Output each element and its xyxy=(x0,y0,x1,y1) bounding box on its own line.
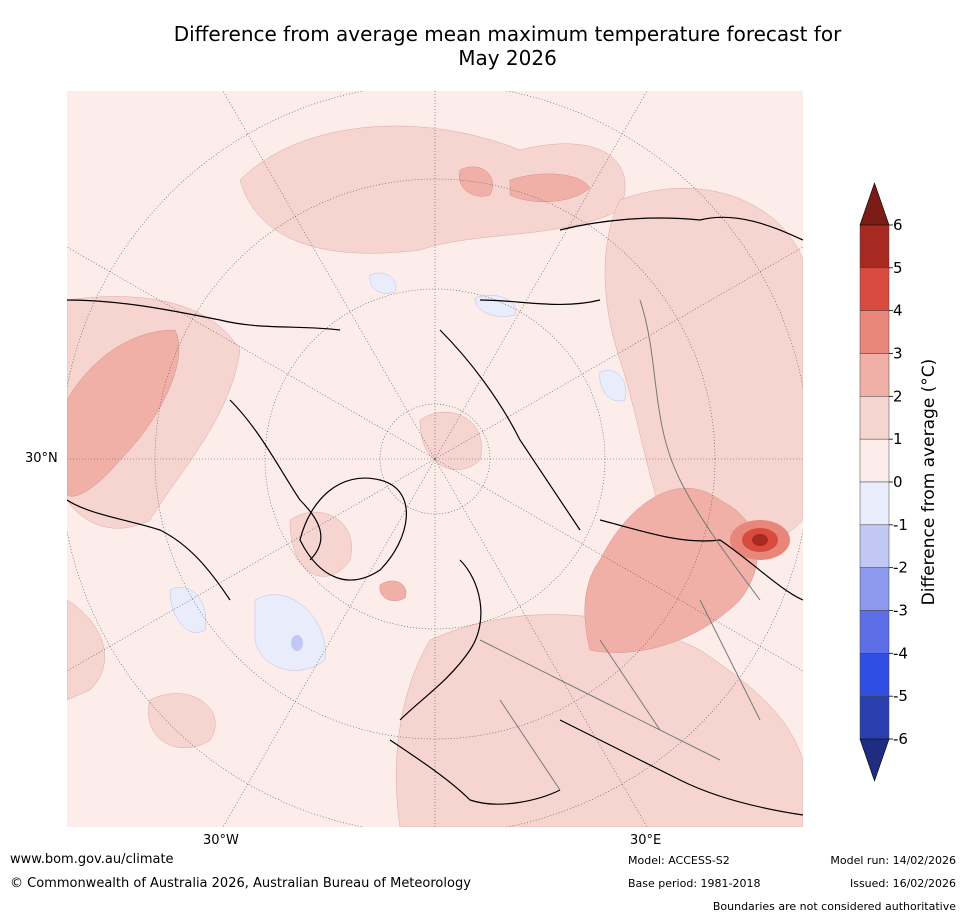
colorbar-bin xyxy=(859,310,890,354)
colorbar-tick-label: -2 xyxy=(893,559,908,577)
colorbar-tick-label: 3 xyxy=(893,345,903,363)
coastlines xyxy=(67,216,803,816)
colorbar-bin xyxy=(859,267,890,311)
colorbar-tick-label: 2 xyxy=(893,387,903,405)
lon-label-30e: 30°E xyxy=(630,833,662,848)
anomaly-hotspot xyxy=(730,520,790,560)
footer-url[interactable]: www.bom.gov.au/climate xyxy=(10,852,174,867)
colorbar-tick-label: -1 xyxy=(893,516,908,534)
colorbar-label: Difference from average (°C) xyxy=(919,359,939,606)
footer-copyright: © Commonwealth of Australia 2026, Austra… xyxy=(10,876,471,891)
colorbar-tick-label: -5 xyxy=(893,687,908,705)
colorbar-bin xyxy=(859,610,890,654)
colorbar-bin xyxy=(859,524,890,568)
colorbar-tick-label: 0 xyxy=(893,473,903,491)
colorbar-bin xyxy=(859,653,890,697)
colorbar-bin xyxy=(859,396,890,440)
footer-base-period: Base period: 1981-2018 xyxy=(628,877,761,890)
colorbar-bin xyxy=(859,438,890,483)
colorbar-extend-max xyxy=(859,182,890,226)
country-borders xyxy=(479,299,761,791)
lat-label-30n: 30°N xyxy=(25,451,58,466)
cool-spot xyxy=(291,635,303,651)
colorbar-tick-label: -6 xyxy=(893,730,908,748)
footer-issued: Issued: 16/02/2026 xyxy=(849,877,956,890)
graticule xyxy=(67,91,803,827)
colorbar-bin xyxy=(859,224,890,269)
chart-title-line2: May 2026 xyxy=(458,46,557,70)
colorbar-tick-label: 5 xyxy=(893,259,903,277)
footer-disclaimer: Boundaries are not considered authoritat… xyxy=(712,900,956,913)
colorbar-bin xyxy=(859,695,890,740)
colorbar-bin xyxy=(859,481,890,526)
colorbar-extend-min xyxy=(859,738,890,782)
colorbar-bins xyxy=(859,224,890,740)
lon-label-30w: 30°W xyxy=(203,833,239,848)
anomaly-cool-regions xyxy=(169,272,627,671)
colorbar-tick-label: 6 xyxy=(893,216,903,234)
chart-title: Difference from average mean maximum tem… xyxy=(173,22,842,46)
colorbar-bin xyxy=(859,567,890,611)
colorbar-tick-label: -4 xyxy=(893,644,908,662)
colorbar-tick-label: 4 xyxy=(893,302,903,320)
colorbar-ticks: 6 5 4 3 2 1 0 -1 -2 -3 -4 -5 -6 xyxy=(889,216,908,748)
colorbar-tick-label: -3 xyxy=(893,602,908,620)
colorbar: 6 5 4 3 2 1 0 -1 -2 -3 -4 -5 -6 Difference from aver… xyxy=(859,182,939,782)
footer-model-run: Model run: 14/02/2026 xyxy=(830,854,956,867)
forecast-map xyxy=(67,91,803,827)
colorbar-bin xyxy=(859,353,890,397)
anomaly-2-3-regions xyxy=(67,166,758,653)
footer-model: Model: ACCESS-S2 xyxy=(628,854,730,867)
colorbar-tick-label: 1 xyxy=(893,430,903,448)
